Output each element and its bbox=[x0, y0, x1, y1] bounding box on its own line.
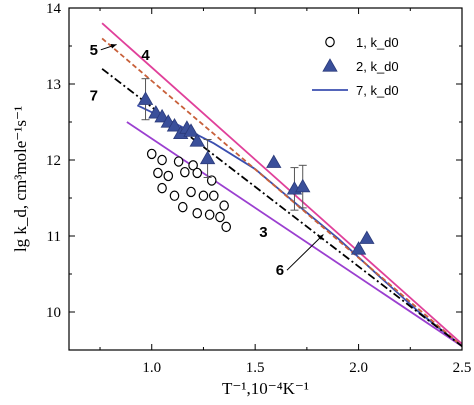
point-2-0 bbox=[137, 91, 154, 105]
point-1-4 bbox=[153, 167, 163, 179]
point-2-8 bbox=[189, 133, 205, 147]
point-2-2 bbox=[154, 108, 170, 123]
annotation-label-7: 7 bbox=[90, 87, 98, 104]
annotation-leader-6 bbox=[286, 234, 324, 271]
point-2-9 bbox=[199, 150, 216, 165]
point-2-7 bbox=[183, 123, 199, 137]
plot-frame bbox=[68, 7, 463, 351]
point-2-4 bbox=[166, 117, 183, 132]
point-1-10 bbox=[169, 190, 180, 201]
x-tick-label-2: 2.0 bbox=[349, 360, 368, 376]
annotation-arrowhead-6 bbox=[317, 234, 324, 241]
point-1-17 bbox=[204, 209, 215, 220]
point-1-12 bbox=[198, 190, 209, 201]
axis-layer: 1.0 1.5 2.0 2.5 10 11 12 13 14 bbox=[46, 1, 471, 376]
point-1-0 bbox=[146, 148, 157, 160]
point-2-13 bbox=[350, 241, 367, 255]
series-line-3 bbox=[126, 121, 462, 347]
point-1-1 bbox=[157, 154, 167, 166]
point-1-11 bbox=[186, 186, 196, 198]
y-tick-label-2: 12 bbox=[46, 153, 61, 169]
series-line-5 bbox=[101, 37, 462, 347]
point-1-9 bbox=[157, 182, 167, 194]
legend-swatch-1 bbox=[325, 36, 335, 48]
annotation-label-5: 5 bbox=[90, 42, 98, 59]
annotation-arrowhead-5 bbox=[110, 44, 117, 49]
point-1-19 bbox=[221, 221, 231, 233]
point-1-6 bbox=[180, 166, 190, 178]
y-tick-label-3: 13 bbox=[46, 77, 61, 93]
point-1-18 bbox=[215, 211, 225, 223]
series-markers bbox=[137, 78, 375, 255]
x-tick-label-3: 2.5 bbox=[453, 360, 472, 376]
point-1-8 bbox=[206, 175, 217, 186]
legend-label-7: 7, k_d0 bbox=[356, 83, 399, 98]
point-1-14 bbox=[219, 200, 229, 211]
point-1-2 bbox=[173, 156, 184, 167]
y-tick-label-0: 10 bbox=[46, 305, 61, 321]
legend-swatch-2 bbox=[322, 58, 338, 72]
x-tick-label-1: 1.5 bbox=[246, 360, 265, 376]
y-tick-label-4: 14 bbox=[46, 1, 62, 17]
point-2-12 bbox=[295, 178, 311, 193]
legend: 1, k_d0 2, k_d0 7, k_d0 bbox=[312, 35, 399, 98]
legend-label-2: 2, k_d0 bbox=[356, 59, 399, 74]
plot-layer: 5 4 7 3 6 bbox=[90, 22, 462, 347]
point-1-16 bbox=[192, 207, 203, 219]
axis-labels: T⁻¹,10⁻⁴K⁻¹ lg k_d, cm³mole⁻¹s⁻¹ bbox=[11, 106, 309, 398]
point-1-3 bbox=[188, 160, 198, 171]
annotation-label-4: 4 bbox=[141, 47, 150, 64]
y-axis-label: lg k_d, cm³mole⁻¹s⁻¹ bbox=[11, 106, 30, 252]
y-tick-label-1: 11 bbox=[47, 229, 61, 245]
legend-label-1: 1, k_d0 bbox=[356, 35, 399, 50]
point-1-7 bbox=[192, 167, 203, 179]
point-2-14 bbox=[359, 230, 375, 244]
x-axis-label: T⁻¹,10⁻⁴K⁻¹ bbox=[222, 379, 309, 398]
point-1-13 bbox=[208, 190, 219, 201]
x-tick-label-0: 1.0 bbox=[142, 360, 161, 376]
annotation-label-3: 3 bbox=[259, 224, 267, 241]
point-1-5 bbox=[163, 170, 174, 182]
series-lines bbox=[101, 22, 462, 347]
series-line-4 bbox=[101, 22, 462, 345]
point-2-10 bbox=[266, 154, 282, 168]
annotation-label-6: 6 bbox=[276, 262, 284, 279]
point-1-15 bbox=[177, 201, 188, 213]
series-line-7 bbox=[136, 104, 462, 347]
